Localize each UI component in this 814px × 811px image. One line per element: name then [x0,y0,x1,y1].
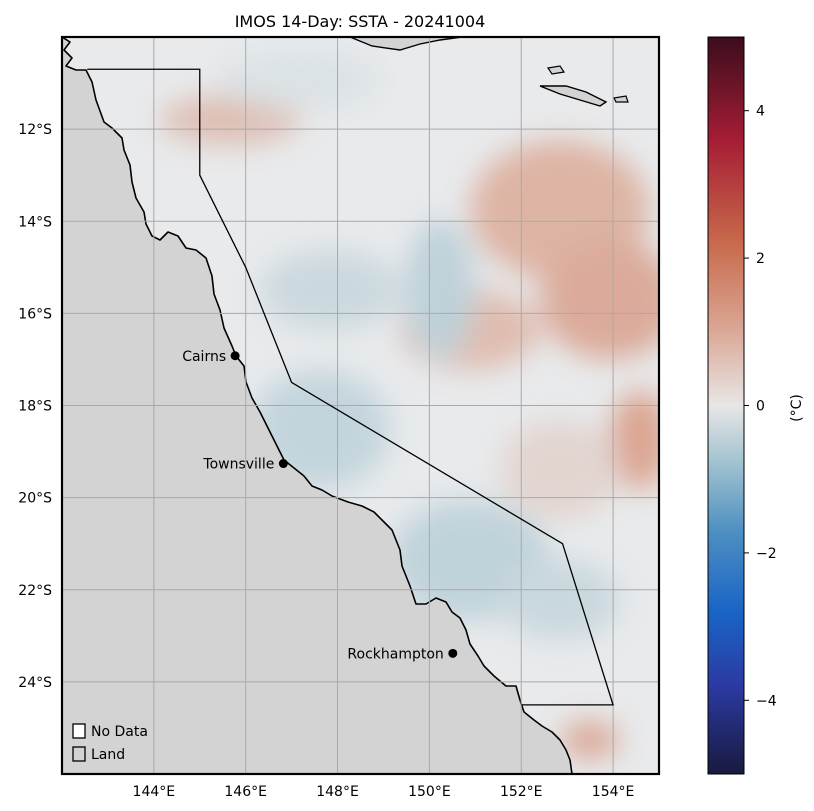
colorbar-label: (°C) [789,394,805,422]
region-boundary [87,68,614,706]
lon-tick-label: 154°E [592,784,635,800]
legend-label-land: Land [91,747,125,763]
legend-swatch-land [72,746,86,762]
lat-tick-label: 24°S [18,675,52,691]
colorbar-tick-label: −4 [756,693,777,709]
land-island-2 [546,65,566,75]
map-grid [62,37,659,774]
lat-tick-labels: 12°S 14°S 16°S 18°S 20°S 22°S 24°S [18,122,52,691]
lat-tick-label: 18°S [18,399,52,415]
legend-label-no-data: No Data [91,724,148,740]
lat-tick-label: 14°S [18,214,52,230]
land-png [349,37,463,51]
lat-tick-label: 16°S [18,306,52,322]
legend-swatch-no-data [72,723,86,739]
lon-tick-label: 148°E [316,784,359,800]
land-island-1 [539,85,608,107]
lon-tick-label: 152°E [500,784,543,800]
colorbar-tick-label: 2 [756,251,765,267]
land-island-3 [613,95,629,103]
map-frame [60,35,661,776]
colorbar: 4 2 0 −2 −4 (°C) [707,36,805,775]
legend: No Data Land [72,723,148,763]
colorbar-tick-label: 4 [756,104,765,120]
city-marker [278,459,288,469]
city-label: Townsville [202,457,274,473]
map-title: IMOS 14-Day: SSTA - 20241004 [235,12,486,31]
lat-tick-label: 20°S [18,491,52,507]
lon-tick-label: 146°E [224,784,267,800]
lat-tick-label: 12°S [18,122,52,138]
colorbar-tick-label: 0 [756,399,765,415]
city-marker [448,648,458,658]
lon-tick-labels: 144°E 146°E 148°E 150°E 152°E 154°E [133,784,635,800]
lon-tick-label: 144°E [133,784,176,800]
colorbar-tick-label: −2 [756,546,777,562]
city-marker [230,351,240,361]
city-label: Cairns [182,349,226,365]
colorbar-gradient [707,36,745,775]
city-label: Rockhampton [347,646,443,662]
lon-tick-label: 150°E [408,784,451,800]
colorbar-ticks: 4 2 0 −2 −4 [744,104,777,709]
city-markers: Cairns Townsville Rockhampton [182,349,458,662]
map-panel[interactable]: Cairns Townsville Rockhampton [62,37,680,774]
lat-tick-label: 22°S [18,583,52,599]
